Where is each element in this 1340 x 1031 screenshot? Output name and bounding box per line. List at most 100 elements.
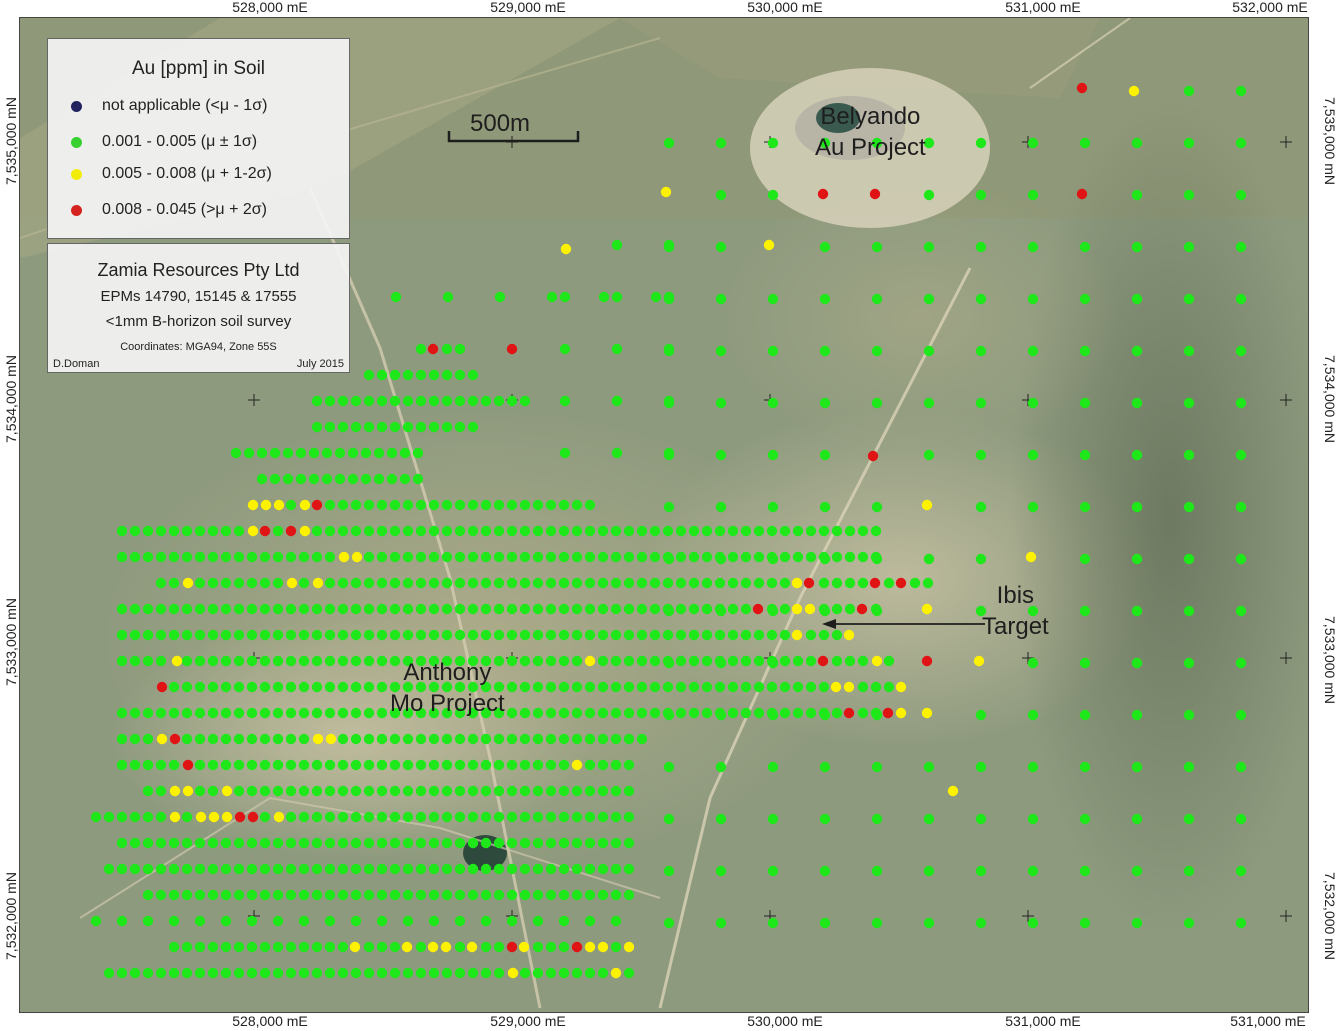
sample-point-green bbox=[532, 681, 544, 693]
sample-point-green bbox=[480, 785, 492, 797]
sample-point-green bbox=[311, 863, 323, 875]
sample-point-green bbox=[506, 629, 518, 641]
bottom-easting-label: 531,000 mE bbox=[1230, 1013, 1306, 1029]
sample-point-green bbox=[701, 629, 713, 641]
sample-point-green bbox=[844, 525, 856, 537]
sample-point-green bbox=[194, 681, 206, 693]
sample-point-green bbox=[571, 681, 583, 693]
sample-point-green bbox=[610, 759, 622, 771]
sample-point-green bbox=[373, 473, 385, 485]
pit-lake bbox=[816, 103, 860, 133]
sample-point-green bbox=[389, 421, 401, 433]
sample-point-yellow bbox=[843, 629, 855, 641]
sample-point-green bbox=[649, 603, 661, 615]
sample-point-green bbox=[441, 421, 453, 433]
sample-point-green bbox=[233, 577, 245, 589]
bottom-easting-label: 530,000 mE bbox=[747, 1013, 823, 1029]
sample-point-green bbox=[493, 837, 505, 849]
sample-point-green bbox=[246, 915, 258, 927]
sample-point-green bbox=[311, 837, 323, 849]
grid-cross bbox=[1280, 652, 1292, 664]
sample-point-green bbox=[818, 629, 830, 641]
sample-point-green bbox=[818, 525, 830, 537]
sample-point-green bbox=[1079, 345, 1091, 357]
sample-point-green bbox=[545, 551, 557, 563]
sample-point-green bbox=[220, 915, 232, 927]
sample-point-green bbox=[480, 551, 492, 563]
sample-point-green bbox=[715, 813, 727, 825]
sample-point-green bbox=[558, 707, 570, 719]
sample-point-green bbox=[428, 811, 440, 823]
sample-point-green bbox=[350, 577, 362, 589]
sample-point-green bbox=[155, 967, 167, 979]
sample-point-green bbox=[923, 761, 935, 773]
sample-point-green bbox=[308, 473, 320, 485]
sample-point-green bbox=[1027, 761, 1039, 773]
sample-point-green bbox=[181, 837, 193, 849]
sample-point-green bbox=[90, 811, 102, 823]
sample-point-green bbox=[103, 967, 115, 979]
sample-point-green bbox=[779, 551, 791, 563]
sample-point-green bbox=[181, 603, 193, 615]
info-box: Zamia Resources Pty Ltd EPMs 14790, 1514… bbox=[47, 243, 350, 373]
sample-point-green bbox=[347, 473, 359, 485]
sample-point-green bbox=[272, 551, 284, 563]
sample-point-green bbox=[142, 655, 154, 667]
sample-point-green bbox=[168, 941, 180, 953]
sample-point-yellow bbox=[312, 733, 324, 745]
sample-point-green bbox=[246, 629, 258, 641]
sample-point-red bbox=[882, 707, 894, 719]
sample-point-green bbox=[116, 525, 128, 537]
sample-point-green bbox=[506, 733, 518, 745]
sample-point-green bbox=[233, 941, 245, 953]
sample-point-green bbox=[532, 889, 544, 901]
sample-point-yellow bbox=[610, 967, 622, 979]
sample-point-green bbox=[663, 395, 675, 407]
sample-point-green bbox=[272, 863, 284, 875]
sample-point-green bbox=[1079, 397, 1091, 409]
sample-point-green bbox=[441, 629, 453, 641]
sample-point-green bbox=[454, 681, 466, 693]
sample-point-green bbox=[324, 759, 336, 771]
sample-point-green bbox=[350, 785, 362, 797]
sample-point-green bbox=[584, 837, 596, 849]
sample-point-green bbox=[142, 759, 154, 771]
sample-point-green bbox=[1183, 761, 1195, 773]
sample-point-yellow bbox=[623, 941, 635, 953]
sample-point-green bbox=[819, 605, 831, 617]
sample-point-green bbox=[871, 241, 883, 253]
sample-point-green bbox=[376, 629, 388, 641]
sample-point-green bbox=[181, 551, 193, 563]
sample-point-green bbox=[532, 707, 544, 719]
left-northing-label: 7,535,000 mN bbox=[3, 97, 19, 185]
sample-point-green bbox=[360, 447, 372, 459]
sample-point-green bbox=[142, 889, 154, 901]
sample-point-green bbox=[871, 293, 883, 305]
sample-point-green bbox=[871, 605, 883, 617]
sample-point-green bbox=[767, 397, 779, 409]
sample-point-green bbox=[285, 629, 297, 641]
sample-point-green bbox=[1235, 865, 1247, 877]
sample-point-green bbox=[337, 863, 349, 875]
sample-point-green bbox=[480, 759, 492, 771]
sample-point-green bbox=[324, 395, 336, 407]
sample-point-green bbox=[181, 889, 193, 901]
sample-point-green bbox=[1027, 137, 1039, 149]
sample-point-green bbox=[246, 577, 258, 589]
sample-point-yellow bbox=[299, 499, 311, 511]
sample-point-green bbox=[675, 603, 687, 615]
sample-point-green bbox=[428, 369, 440, 381]
sample-point-green bbox=[298, 681, 310, 693]
sample-point-green bbox=[805, 551, 817, 563]
sample-point-green bbox=[415, 759, 427, 771]
sample-point-green bbox=[584, 967, 596, 979]
sample-point-green bbox=[727, 603, 739, 615]
sample-point-green bbox=[285, 941, 297, 953]
sample-point-green bbox=[636, 655, 648, 667]
sample-point-green bbox=[454, 889, 466, 901]
sample-point-green bbox=[376, 863, 388, 875]
sample-point-green bbox=[207, 525, 219, 537]
sample-point-green bbox=[350, 681, 362, 693]
sample-point-green bbox=[441, 707, 453, 719]
sample-point-green bbox=[363, 577, 375, 589]
